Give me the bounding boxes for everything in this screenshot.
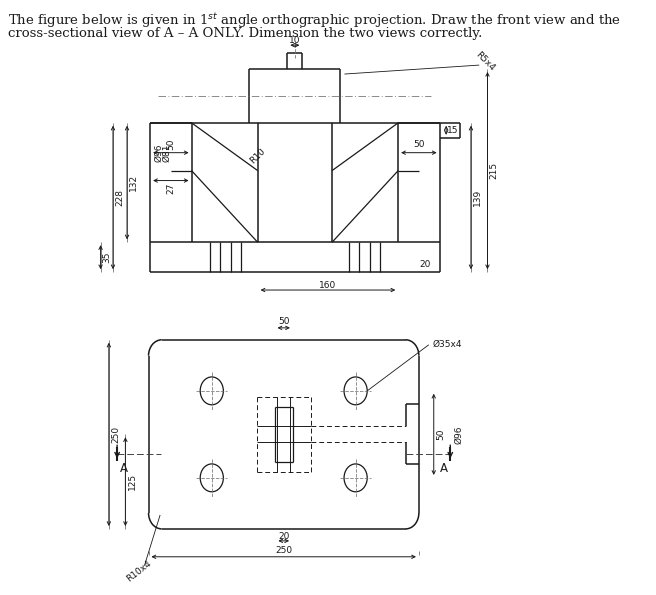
Text: 250: 250: [112, 426, 121, 443]
Text: R10: R10: [248, 146, 267, 165]
Text: 125: 125: [127, 473, 136, 490]
Text: 50: 50: [167, 139, 175, 151]
Text: A: A: [440, 462, 447, 475]
Text: R10x4: R10x4: [125, 558, 153, 583]
Text: 27: 27: [167, 183, 175, 194]
Text: 228: 228: [115, 189, 124, 206]
Text: 50: 50: [413, 140, 424, 149]
Text: 132: 132: [129, 174, 138, 191]
Text: 20: 20: [419, 259, 430, 269]
Text: R5x4: R5x4: [474, 50, 497, 73]
Text: A: A: [120, 462, 128, 475]
Text: cross-sectional view of A – A ONLY. Dimension the two views correctly.: cross-sectional view of A – A ONLY. Dime…: [8, 27, 482, 40]
Text: 50: 50: [436, 428, 445, 440]
Text: The figure below is given in 1$^{st}$ angle orthographic projection. Draw the fr: The figure below is given in 1$^{st}$ an…: [8, 11, 621, 30]
Text: 35: 35: [103, 252, 112, 263]
Text: Ø35x4: Ø35x4: [433, 340, 462, 349]
Text: 10: 10: [289, 36, 300, 45]
Text: Ø96: Ø96: [154, 143, 163, 162]
Text: 160: 160: [319, 281, 337, 290]
Text: 215: 215: [489, 162, 499, 179]
Text: Ø81: Ø81: [162, 143, 171, 162]
Text: 139: 139: [473, 189, 482, 206]
Text: Ø96: Ø96: [454, 425, 463, 444]
Text: 20: 20: [278, 533, 289, 541]
Text: 15: 15: [447, 126, 459, 135]
Text: 250: 250: [275, 546, 293, 555]
Text: 50: 50: [278, 317, 289, 327]
